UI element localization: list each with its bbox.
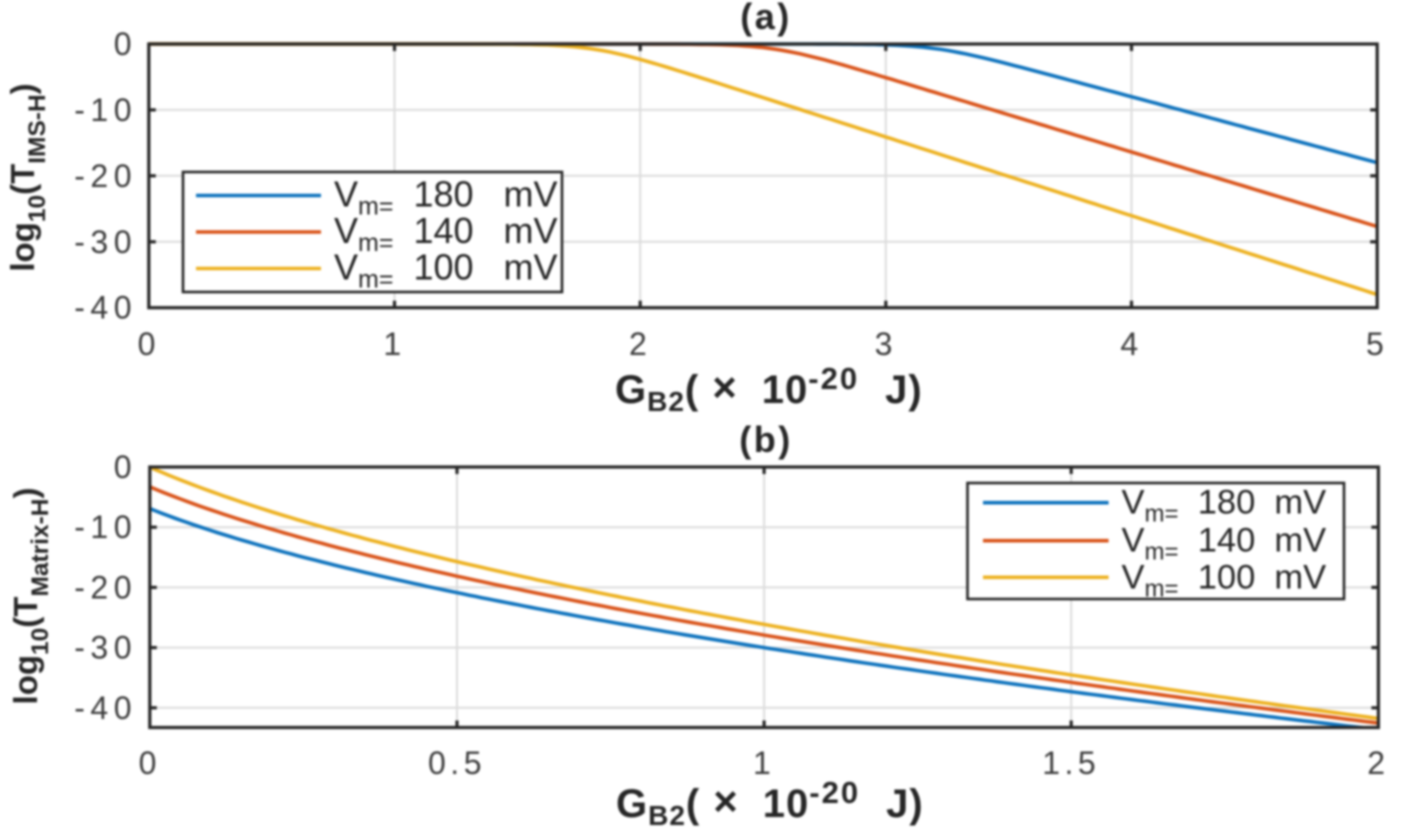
svg-text:-20: -20: [74, 569, 137, 605]
svg-text:Vm= 180 mV: Vm= 180 mV: [334, 174, 558, 221]
svg-text:-10: -10: [74, 92, 137, 128]
svg-text:1: 1: [753, 745, 775, 781]
svg-text:Vm= 100 mV: Vm= 100 mV: [1122, 558, 1327, 602]
svg-text:(a): (a): [740, 0, 792, 37]
svg-text:0.5: 0.5: [428, 745, 486, 781]
svg-text:-40: -40: [74, 290, 137, 326]
svg-text:2: 2: [1367, 745, 1389, 781]
svg-text:-10: -10: [74, 509, 137, 545]
svg-text:0: 0: [139, 745, 161, 781]
svg-text:0: 0: [138, 326, 160, 362]
svg-text:2: 2: [629, 326, 651, 362]
svg-text:-30: -30: [74, 224, 137, 260]
svg-text:1: 1: [383, 326, 405, 362]
svg-text:4: 4: [1120, 326, 1142, 362]
svg-text:(b): (b): [739, 419, 792, 460]
svg-text:0: 0: [114, 449, 137, 485]
svg-text:0: 0: [114, 26, 137, 62]
svg-text:5: 5: [1366, 326, 1388, 362]
svg-text:-40: -40: [74, 690, 137, 726]
svg-text:1.5: 1.5: [1042, 745, 1100, 781]
svg-text:-30: -30: [74, 630, 137, 666]
svg-text:-20: -20: [74, 158, 137, 194]
svg-text:3: 3: [875, 326, 897, 362]
